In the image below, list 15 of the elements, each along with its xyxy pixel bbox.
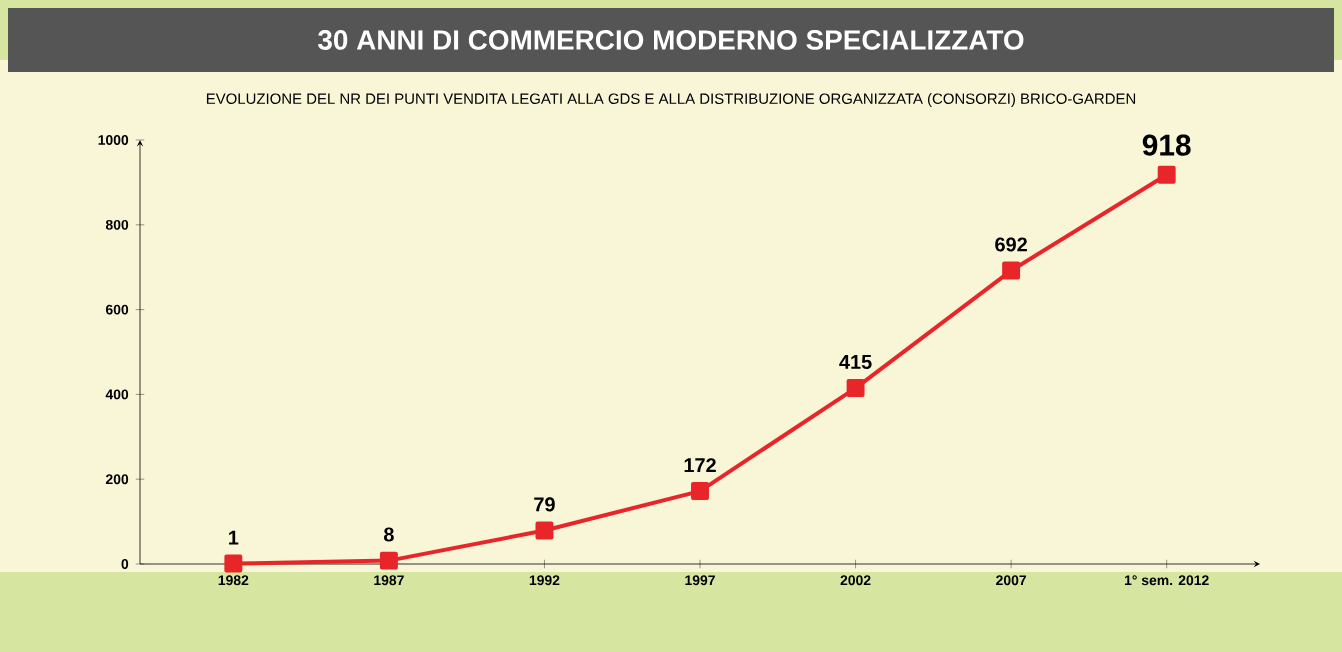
point: [1157, 165, 1176, 184]
point: [846, 379, 865, 398]
data-label: 415: [839, 355, 872, 369]
data-label: 8: [383, 527, 394, 542]
point: [535, 521, 554, 540]
data-label: 692: [995, 237, 1027, 252]
data-label: 918: [1142, 134, 1191, 156]
point: [379, 551, 398, 570]
chart-title: 30 ANNI DI COMMERCIO MODERNO SPECIALIZZATO: [318, 30, 1024, 50]
data-label: 1: [229, 530, 239, 545]
point: [224, 554, 243, 573]
point: [1002, 261, 1021, 280]
data-label: 79: [534, 497, 555, 512]
data-label: 172: [684, 458, 716, 473]
point: [691, 482, 709, 501]
